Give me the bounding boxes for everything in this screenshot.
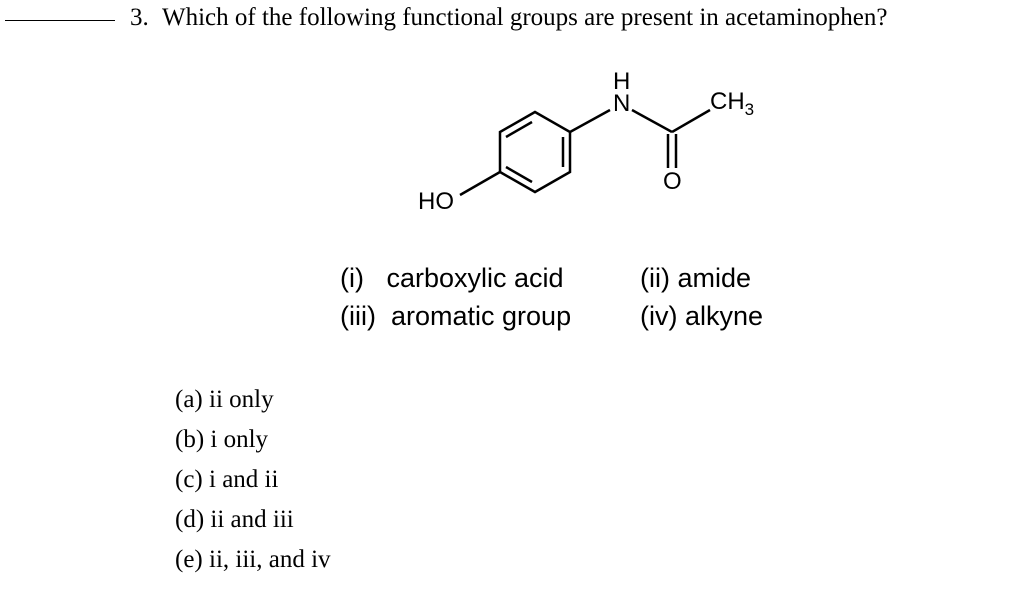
group-iii: (iii) aromatic group [340,298,640,336]
label-CH3: CH3 [710,88,754,120]
label-N: N [613,90,630,118]
option-c: (c) i and ii [175,460,331,500]
answer-options-list: (a) ii only (b) i only (c) i and ii (d) … [175,380,331,580]
functional-groups-list: (i) carboxylic acid (ii) amide (iii) aro… [340,260,840,336]
option-d: (d) ii and iii [175,500,331,540]
option-e: (e) ii, iii, and iv [175,540,331,580]
answer-blank-line[interactable] [5,20,115,21]
group-i: (i) carboxylic acid [340,260,640,298]
molecule-svg [400,60,760,220]
group-ii: (ii) amide [640,260,840,298]
option-a: (a) ii only [175,380,331,420]
group-iv: (iv) alkyne [640,298,840,336]
question-text: Which of the following functional groups… [162,4,887,32]
label-HO: HO [418,188,454,216]
question-number: 3. [130,4,149,32]
option-b: (b) i only [175,420,331,460]
molecule-structure: HO H N CH3 O [400,60,760,220]
label-O: O [663,168,682,196]
